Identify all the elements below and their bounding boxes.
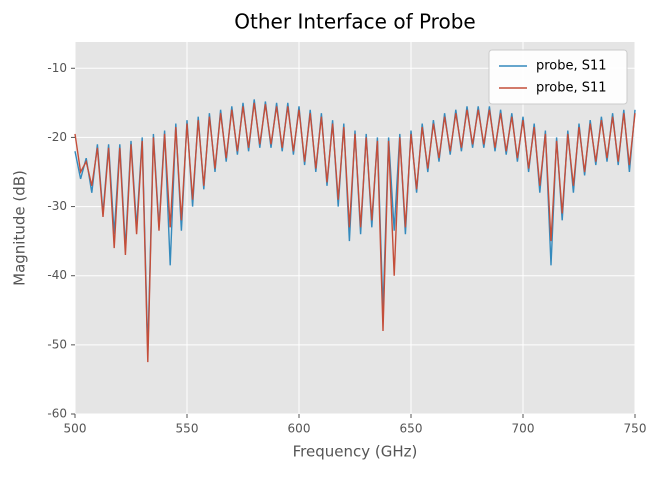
y-axis-label: Magnitude (dB) bbox=[11, 170, 29, 286]
x-tick-label: 500 bbox=[64, 422, 87, 436]
y-tick-label: -10 bbox=[47, 61, 67, 75]
y-tick-label: -50 bbox=[47, 337, 67, 351]
x-axis-label: Frequency (GHz) bbox=[293, 443, 418, 461]
legend-label: probe, S11 bbox=[536, 81, 607, 96]
x-tick-label: 600 bbox=[288, 422, 311, 436]
legend-box bbox=[488, 49, 628, 105]
y-tick-label: -40 bbox=[47, 268, 67, 282]
chart-title: Other Interface of Probe bbox=[234, 10, 475, 34]
x-tick-label: 550 bbox=[176, 422, 199, 436]
legend-label: probe, S11 bbox=[536, 59, 607, 74]
x-tick-label: 700 bbox=[512, 422, 535, 436]
legend: probe, S11 probe, S11 bbox=[488, 49, 628, 105]
x-tick-label: 650 bbox=[400, 422, 423, 436]
y-tick-label: -30 bbox=[47, 199, 67, 213]
x-tick-label: 750 bbox=[624, 422, 647, 436]
data-line bbox=[74, 102, 636, 363]
y-tick-label: -20 bbox=[47, 130, 67, 144]
y-tick-label: -60 bbox=[47, 407, 67, 421]
